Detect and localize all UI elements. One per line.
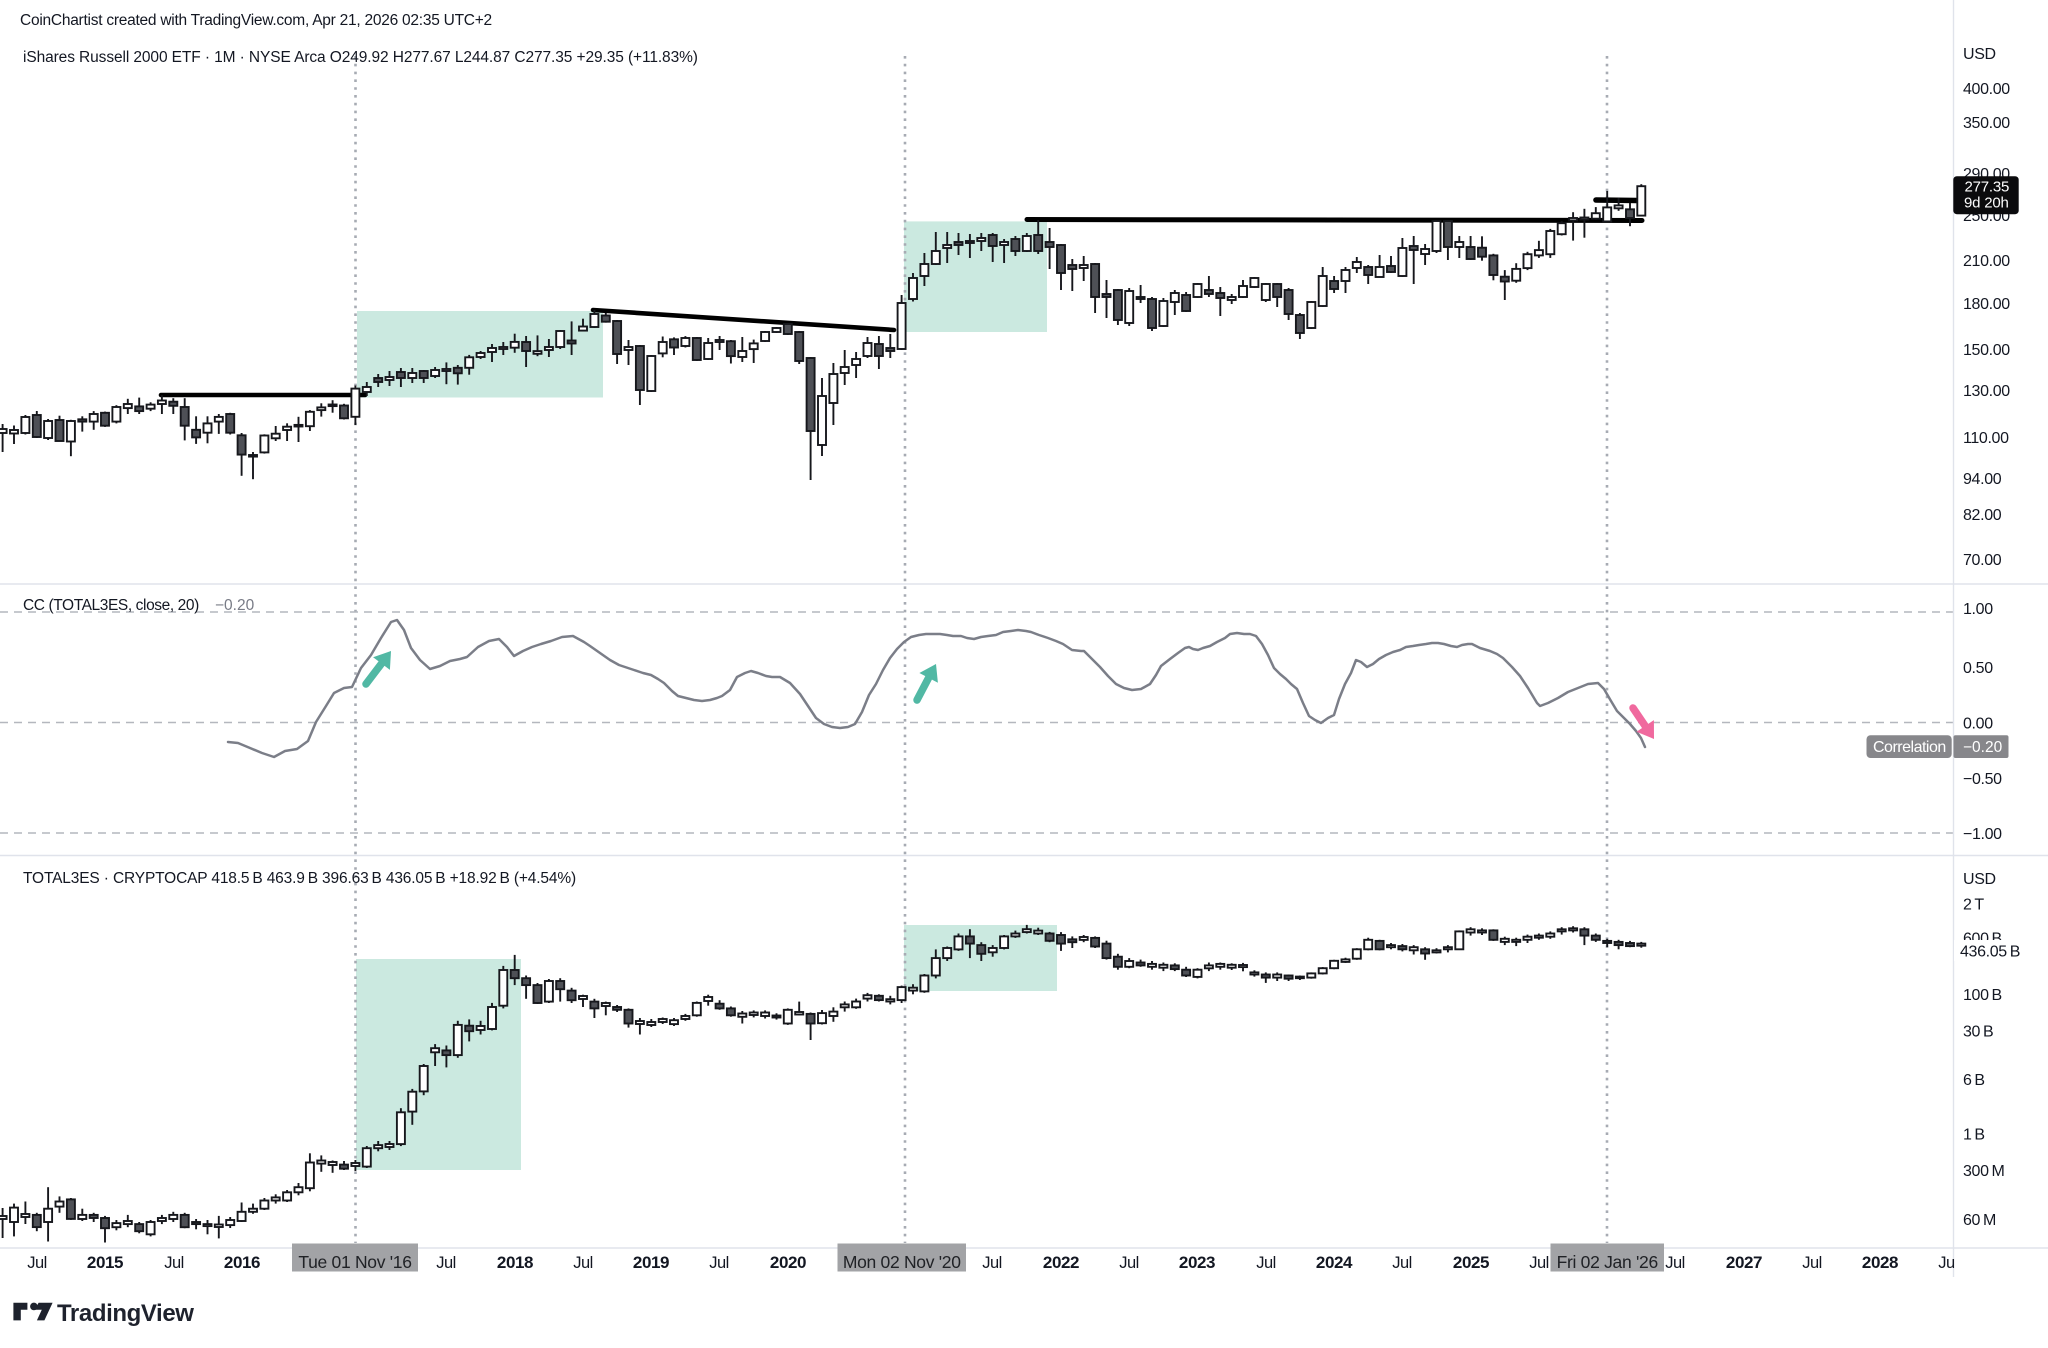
svg-text:Jul: Jul [164,1254,183,1272]
svg-text:2025: 2025 [1453,1253,1489,1272]
svg-text:Jul: Jul [1938,1254,1957,1272]
svg-text:300 M: 300 M [1963,1163,2004,1180]
svg-text:2018: 2018 [497,1253,533,1272]
svg-text:Jul: Jul [1256,1254,1275,1272]
svg-text:150.00: 150.00 [1963,342,2010,359]
svg-text:9d 20h: 9d 20h [1964,195,2009,212]
svg-text:400.00: 400.00 [1963,81,2010,98]
svg-text:2028: 2028 [1862,1253,1898,1272]
svg-text:2024: 2024 [1316,1253,1353,1272]
svg-text:Mon 02 Nov '20: Mon 02 Nov '20 [843,1252,961,1272]
svg-text:70.00: 70.00 [1963,552,2002,569]
svg-text:Jul: Jul [1392,1254,1411,1272]
svg-text:82.00: 82.00 [1963,507,2002,524]
svg-text:−1.00: −1.00 [1963,826,2002,843]
svg-text:2015: 2015 [87,1253,123,1272]
svg-text:TOTAL3ES · CRYPTOCAP 418.5 B: TOTAL3ES · CRYPTOCAP 418.5 B 463.9 B 396… [23,870,576,887]
svg-text:−0.20: −0.20 [1963,739,2003,756]
svg-text:Fri 02 Jan '26: Fri 02 Jan '26 [1557,1252,1658,1272]
svg-text:Jul: Jul [1119,1254,1138,1272]
svg-text:USD: USD [1963,871,1996,888]
svg-text:94.00: 94.00 [1963,471,2002,488]
svg-text:Jul: Jul [1529,1254,1548,1272]
svg-text:Tue 01 Nov '16: Tue 01 Nov '16 [298,1252,411,1272]
svg-text:−0.50: −0.50 [1963,771,2002,788]
svg-text:CoinChartist created with Trad: CoinChartist created with TradingView.co… [20,12,492,29]
svg-text:130.00: 130.00 [1963,383,2010,400]
svg-text:0.00: 0.00 [1963,716,1993,733]
svg-text:436.05 B: 436.05 B [1960,944,2020,961]
svg-text:0.50: 0.50 [1963,660,1993,677]
svg-text:30 B: 30 B [1963,1024,1993,1041]
svg-text:2019: 2019 [633,1253,669,1272]
svg-text:Jul: Jul [982,1254,1001,1272]
svg-text:60 M: 60 M [1963,1212,1996,1229]
svg-text:110.00: 110.00 [1963,430,2009,447]
svg-text:−0.20: −0.20 [215,597,255,614]
svg-text:277.35: 277.35 [1965,179,2010,196]
svg-text:2022: 2022 [1043,1253,1079,1272]
svg-text:2016: 2016 [224,1253,260,1272]
svg-text:1 B: 1 B [1963,1127,1985,1144]
svg-text:350.00: 350.00 [1963,115,2010,132]
svg-text:2027: 2027 [1726,1253,1762,1272]
svg-text:Jul: Jul [709,1254,728,1272]
svg-text:2 T: 2 T [1963,897,1984,914]
svg-text:Jul: Jul [573,1254,592,1272]
svg-text:6 B: 6 B [1963,1072,1985,1089]
svg-text:2023: 2023 [1179,1253,1215,1272]
svg-text:2020: 2020 [770,1253,806,1272]
svg-text:1.00: 1.00 [1963,601,1993,618]
svg-text:iShares Russell 2000 ETF · 1M: iShares Russell 2000 ETF · 1M · NYSE Arc… [23,49,698,66]
svg-text:Correlation: Correlation [1873,739,1946,756]
svg-text:100 B: 100 B [1963,987,2002,1004]
svg-text:CC (TOTAL3ES, close, 20): CC (TOTAL3ES, close, 20) [23,597,199,614]
svg-text:Jul: Jul [27,1254,46,1272]
svg-text:TradingView: TradingView [57,1300,194,1327]
svg-text:Jul: Jul [436,1254,455,1272]
svg-text:210.00: 210.00 [1963,253,2010,270]
svg-text:Jul: Jul [1665,1254,1684,1272]
svg-text:Jul: Jul [1802,1254,1821,1272]
svg-text:USD: USD [1963,46,1996,63]
svg-text:180.00: 180.00 [1963,296,2010,313]
